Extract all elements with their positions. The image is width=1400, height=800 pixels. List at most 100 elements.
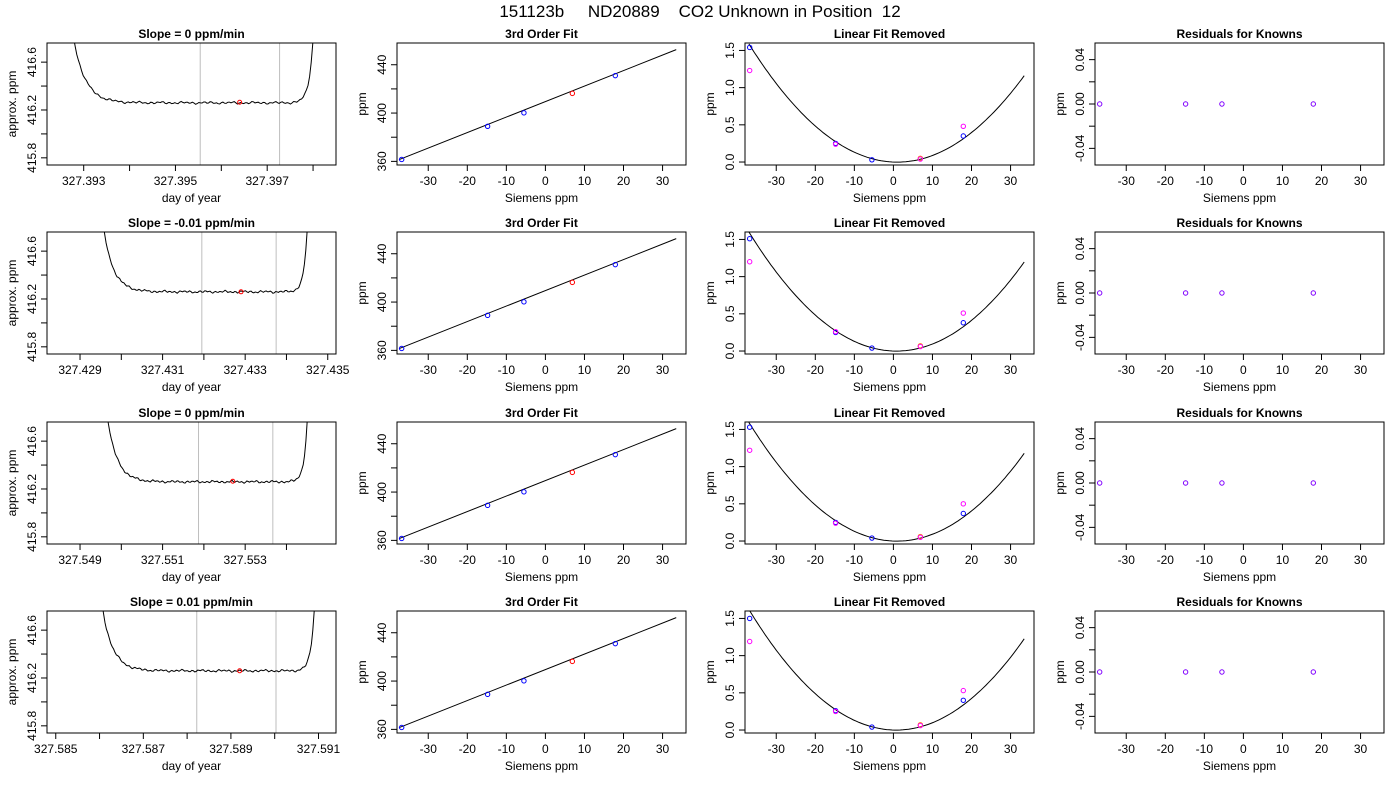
panel-r2-c2: 3rd Order Fit Siemens ppm ppm -30 -20 -10 0 10 2… — [355, 216, 687, 394]
y-tick-label: 0.00 — [1073, 281, 1087, 305]
data-point — [832, 141, 839, 147]
x-tick-label: 327.395 — [154, 174, 198, 188]
x-axis-label: day of year — [162, 191, 221, 205]
y-tick-label: 416.2 — [25, 95, 39, 125]
panel-title: Slope = 0 ppm/min — [138, 406, 244, 420]
data-point — [832, 328, 839, 335]
y-tick-label: -0.04 — [1073, 513, 1087, 541]
y-tick-label: 1.5 — [723, 421, 737, 438]
y-axis-label: approx. ppm — [5, 450, 19, 517]
x-axis-label: Siemens ppm — [1203, 759, 1276, 773]
y-tick-label: 0.5 — [723, 495, 737, 512]
data-point — [746, 424, 753, 430]
y-axis-label: ppm — [1053, 281, 1067, 304]
x-tick-label: -20 — [459, 363, 477, 377]
y-tick-label: 1.5 — [723, 231, 737, 248]
panel-frame — [396, 42, 687, 166]
x-axis-label: Siemens ppm — [1203, 191, 1276, 205]
y-tick-label: 400 — [375, 671, 389, 691]
x-tick-label: -30 — [1118, 174, 1136, 188]
data-point — [960, 133, 967, 139]
data-point — [569, 469, 576, 476]
x-tick-label: -20 — [459, 174, 477, 188]
y-tick-label: 0.0 — [723, 532, 737, 549]
series-line — [103, 232, 308, 294]
x-tick-label: -30 — [768, 553, 786, 567]
data-point — [869, 535, 875, 541]
y-axis-label: approx. ppm — [5, 71, 19, 138]
panel-title: Slope = -0.01 ppm/min — [128, 216, 255, 230]
y-tick-label: 400 — [375, 292, 389, 312]
y-tick-label: -0.04 — [1073, 323, 1087, 351]
series-line — [102, 611, 315, 673]
x-axis-label: Siemens ppm — [853, 759, 926, 773]
data-point — [569, 658, 576, 665]
x-tick-label: 10 — [1276, 553, 1290, 567]
x-tick-label: 0 — [1240, 174, 1247, 188]
y-tick-label: 0.0 — [723, 342, 737, 359]
x-tick-label: -20 — [807, 174, 825, 188]
panel-frame — [1094, 42, 1385, 166]
x-tick-label: 20 — [965, 174, 979, 188]
panel-frame — [744, 42, 1035, 166]
data-point — [398, 535, 405, 542]
panel-frame — [46, 42, 337, 166]
data-point — [960, 123, 967, 130]
data-point — [746, 615, 753, 622]
x-tick-label: 0 — [542, 363, 549, 377]
data-point — [960, 687, 967, 694]
panel-title: Linear Fit Removed — [834, 595, 945, 609]
y-axis-label: ppm — [355, 660, 369, 683]
y-axis-label: ppm — [1053, 660, 1067, 683]
panel-r4-c4: Residuals for Knowns Siemens ppm ppm -30 -20… — [1053, 595, 1385, 773]
panel-title: Slope = 0 ppm/min — [138, 27, 244, 41]
y-tick-label: 0.04 — [1073, 48, 1087, 72]
x-tick-label: 30 — [1004, 553, 1018, 567]
y-axis-label: approx. ppm — [5, 260, 19, 327]
x-tick-label: -20 — [1157, 553, 1175, 567]
y-tick-label: 1.0 — [723, 79, 737, 96]
x-tick-label: 10 — [578, 553, 592, 567]
x-tick-label: 20 — [965, 742, 979, 756]
y-tick-label: 1.5 — [723, 42, 737, 59]
x-axis-label: Siemens ppm — [505, 570, 578, 584]
y-axis-label: ppm — [703, 281, 717, 304]
x-tick-label: -20 — [807, 553, 825, 567]
x-tick-label: 30 — [1004, 742, 1018, 756]
x-tick-label: 0 — [1240, 553, 1247, 567]
panel-frame — [396, 231, 687, 355]
y-tick-label: 416.2 — [25, 663, 39, 693]
data-point — [960, 501, 967, 507]
panel-r1-c3: Linear Fit Removed Siemens ppm ppm -30 -20 -1… — [703, 27, 1035, 205]
x-tick-label: 327.393 — [62, 174, 106, 188]
x-tick-label: 30 — [656, 742, 670, 756]
panel-plot-area — [749, 611, 1025, 731]
data-point — [484, 691, 491, 698]
x-tick-label: -10 — [1196, 174, 1214, 188]
data-point — [746, 447, 753, 453]
data-point — [1182, 290, 1189, 296]
x-tick-label: 10 — [926, 363, 940, 377]
x-axis-label: Siemens ppm — [505, 380, 578, 394]
x-axis-label: Siemens ppm — [853, 191, 926, 205]
x-tick-label: 327.433 — [223, 363, 267, 377]
series-line — [107, 422, 308, 484]
panel-r1-c4: Residuals for Knowns Siemens ppm ppm -30 -20… — [1053, 27, 1385, 205]
y-tick-label: 416.2 — [25, 474, 39, 504]
y-axis-label: ppm — [1053, 471, 1067, 494]
panel-frame — [1094, 610, 1385, 734]
data-point — [746, 638, 753, 645]
data-point — [746, 259, 753, 265]
x-tick-label: -10 — [498, 174, 516, 188]
fit-line — [398, 238, 677, 350]
quadratic-fit-curve — [748, 232, 1025, 352]
data-point — [612, 640, 619, 647]
panel-title: Linear Fit Removed — [834, 216, 945, 230]
x-tick-label: -20 — [1157, 174, 1175, 188]
panel-frame — [46, 610, 337, 734]
series-line — [74, 43, 314, 105]
y-tick-label: 1.0 — [723, 268, 737, 285]
x-tick-label: 327.585 — [34, 742, 78, 756]
x-tick-label: -30 — [1118, 363, 1136, 377]
